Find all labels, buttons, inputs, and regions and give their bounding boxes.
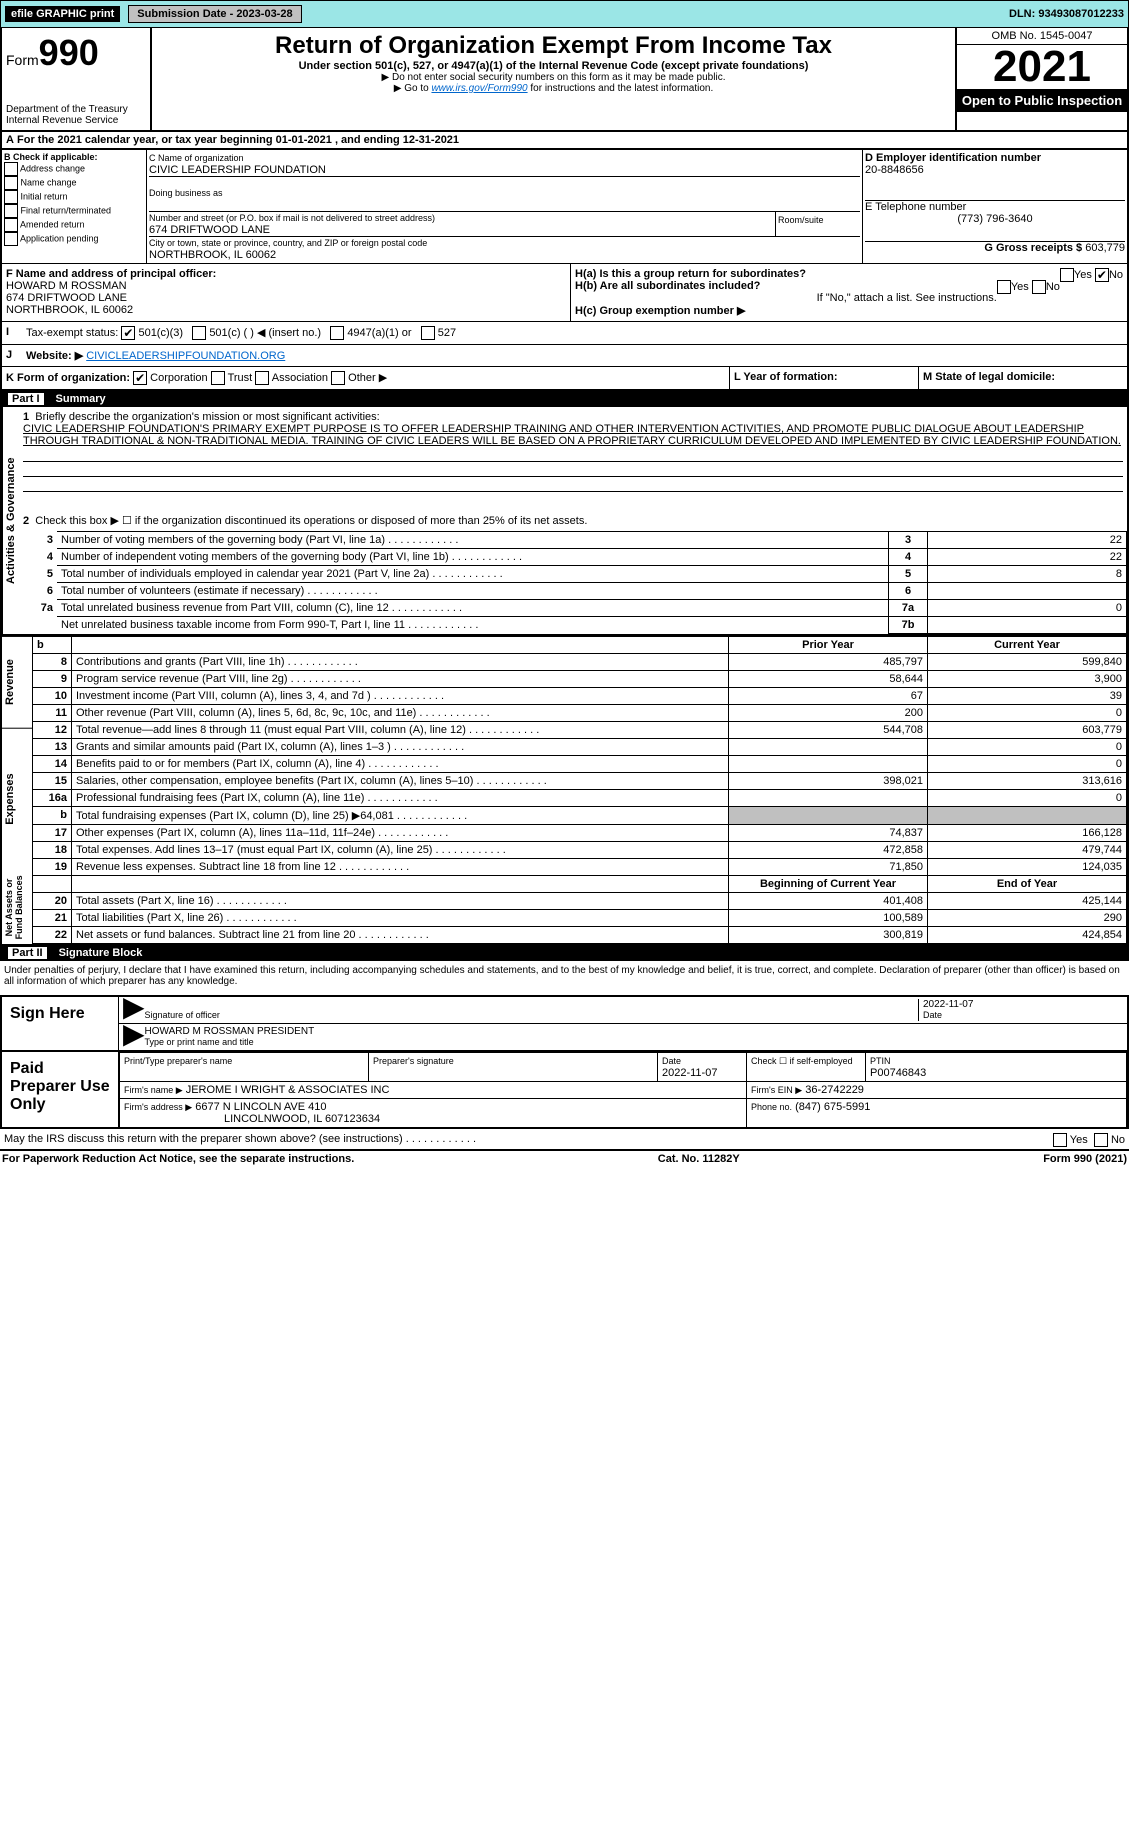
b-label: B Check if applicable: — [4, 152, 144, 162]
mission-text: CIVIC LEADERSHIP FOUNDATION'S PRIMARY EX… — [23, 423, 1121, 447]
c-name-label: C Name of organization — [149, 153, 244, 163]
gross-receipts: 603,779 — [1085, 242, 1125, 254]
i-4947-checkbox[interactable] — [330, 326, 344, 340]
dept-label: Department of the Treasury Internal Reve… — [6, 104, 146, 126]
officer-addr: 674 DRIFTWOOD LANE — [6, 292, 127, 304]
b-checkbox[interactable] — [4, 162, 18, 176]
hb-no-checkbox[interactable] — [1032, 280, 1046, 294]
i-501c3-checkbox[interactable]: ✔ — [121, 326, 135, 340]
b-checkbox[interactable] — [4, 204, 18, 218]
hc-label: H(c) Group exemption number ▶ — [575, 305, 745, 317]
q2-label: Check this box ▶ ☐ if the organization d… — [35, 515, 587, 527]
financial-table: bPrior YearCurrent Year8Contributions an… — [33, 636, 1127, 944]
arrow-icon: ▶ — [123, 1026, 145, 1048]
room-label: Room/suite — [778, 215, 824, 225]
addr-label: Number and street (or P.O. box if mail i… — [149, 213, 435, 223]
tax-year: 2021 — [957, 45, 1127, 89]
form-title: Return of Organization Exempt From Incom… — [156, 32, 951, 60]
signature-section: Sign Here ▶Signature of officer2022-11-0… — [0, 995, 1129, 1129]
m-label: M State of legal domicile: — [923, 371, 1055, 383]
form-header: Form990 Department of the Treasury Inter… — [0, 28, 1129, 132]
line-klm: K Form of organization: ✔ Corporation Tr… — [0, 367, 1129, 391]
form-number: Form990 — [6, 32, 146, 74]
f-label: F Name and address of principal officer: — [6, 268, 216, 280]
sig-date: 2022-11-07 — [923, 999, 973, 1010]
b-checkbox[interactable] — [4, 190, 18, 204]
paid-preparer-label: Paid Preparer Use Only — [2, 1052, 119, 1127]
officer-name: HOWARD M ROSSMAN — [6, 280, 127, 292]
irs-link[interactable]: www.irs.gov/Form990 — [431, 83, 527, 94]
hb-label: H(b) Are all subordinates included? — [575, 280, 760, 292]
hb-yes-checkbox[interactable] — [997, 280, 1011, 294]
org-name: CIVIC LEADERSHIP FOUNDATION — [149, 164, 326, 176]
efile-label: efile GRAPHIC print — [5, 6, 120, 22]
block-fh: F Name and address of principal officer:… — [0, 263, 1129, 322]
website-link[interactable]: CIVICLEADERSHIPFOUNDATION.ORG — [86, 350, 285, 362]
i-501c-checkbox[interactable] — [192, 326, 206, 340]
firm-phone: (847) 675-5991 — [795, 1101, 870, 1113]
topbar: efile GRAPHIC print Submission Date - 20… — [0, 0, 1129, 28]
ha-no-checkbox[interactable]: ✔ — [1095, 268, 1109, 282]
b-checkbox[interactable] — [4, 176, 18, 190]
header-block-bcdefg: B Check if applicable: Address change Na… — [0, 150, 1129, 263]
line-i: I Tax-exempt status: ✔ 501(c)(3) 501(c) … — [0, 322, 1129, 345]
k-corp-checkbox[interactable]: ✔ — [133, 371, 147, 385]
city-state-zip: NORTHBROOK, IL 60062 — [149, 249, 276, 261]
b-checkbox[interactable] — [4, 218, 18, 232]
line-a: A For the 2021 calendar year, or tax yea… — [0, 132, 1129, 150]
activities-governance-label: Activities & Governance — [2, 407, 19, 634]
expenses-label: Expenses — [2, 728, 32, 870]
summary-section: Activities & Governance 1 Briefly descri… — [0, 407, 1129, 636]
phone-value: (773) 796-3640 — [865, 213, 1125, 225]
perjury-statement: Under penalties of perjury, I declare th… — [0, 961, 1129, 991]
officer-city: NORTHBROOK, IL 60062 — [6, 304, 133, 316]
k-trust-checkbox[interactable] — [211, 371, 225, 385]
may-yes-checkbox[interactable] — [1053, 1133, 1067, 1147]
revenue-label: Revenue — [2, 636, 32, 728]
l-label: L Year of formation: — [734, 371, 838, 383]
dln-label: DLN: 93493087012233 — [1009, 8, 1124, 20]
firm-city: LINCOLNWOOD, IL 607123634 — [224, 1113, 380, 1125]
g-label: G Gross receipts $ — [984, 242, 1082, 254]
firm-name: JEROME I WRIGHT & ASSOCIATES INC — [186, 1084, 390, 1096]
subtitle-3: ▶ Go to www.irs.gov/Form990 for instruct… — [156, 83, 951, 94]
city-label: City or town, state or province, country… — [149, 238, 427, 248]
ha-label: H(a) Is this a group return for subordin… — [575, 268, 806, 280]
ein-value: 20-8848656 — [865, 164, 924, 176]
k-other-checkbox[interactable] — [331, 371, 345, 385]
firm-ein: 36-2742229 — [805, 1084, 864, 1096]
firm-addr: 6677 N LINCOLN AVE 410 — [195, 1101, 326, 1113]
b-checkbox[interactable] — [4, 232, 18, 246]
k-assoc-checkbox[interactable] — [255, 371, 269, 385]
sign-here-label: Sign Here — [2, 997, 119, 1050]
i-527-checkbox[interactable] — [421, 326, 435, 340]
summary-table: 3Number of voting members of the governi… — [19, 531, 1127, 634]
e-label: E Telephone number — [865, 201, 966, 213]
street-address: 674 DRIFTWOOD LANE — [149, 224, 270, 236]
page-footer: For Paperwork Reduction Act Notice, see … — [0, 1151, 1129, 1167]
may-discuss-line: May the IRS discuss this return with the… — [0, 1129, 1129, 1151]
may-no-checkbox[interactable] — [1094, 1133, 1108, 1147]
open-to-public: Open to Public Inspection — [957, 89, 1127, 112]
d-label: D Employer identification number — [865, 152, 1041, 164]
line-j: J Website: ▶ CIVICLEADERSHIPFOUNDATION.O… — [0, 345, 1129, 367]
part2-header: Part IISignature Block — [0, 945, 1129, 961]
pp-date: 2022-11-07 — [662, 1067, 717, 1079]
q1-label: Briefly describe the organization's miss… — [35, 411, 379, 423]
ptin-value: P00746843 — [870, 1067, 926, 1079]
subtitle-1: Under section 501(c), 527, or 4947(a)(1)… — [156, 60, 951, 72]
dba-label: Doing business as — [149, 188, 223, 198]
subtitle-2: ▶ Do not enter social security numbers o… — [156, 72, 951, 83]
self-employed-check[interactable]: Check ☐ if self-employed — [751, 1056, 853, 1066]
submission-date-btn[interactable]: Submission Date - 2023-03-28 — [128, 5, 301, 23]
ha-yes-checkbox[interactable] — [1060, 268, 1074, 282]
revenue-expense-net: Revenue Expenses Net Assets or Fund Bala… — [0, 636, 1129, 945]
netassets-label: Net Assets or Fund Balances — [2, 870, 32, 944]
officer-print-name: HOWARD M ROSSMAN PRESIDENT — [145, 1026, 315, 1037]
part1-header: Part ISummary — [0, 391, 1129, 407]
